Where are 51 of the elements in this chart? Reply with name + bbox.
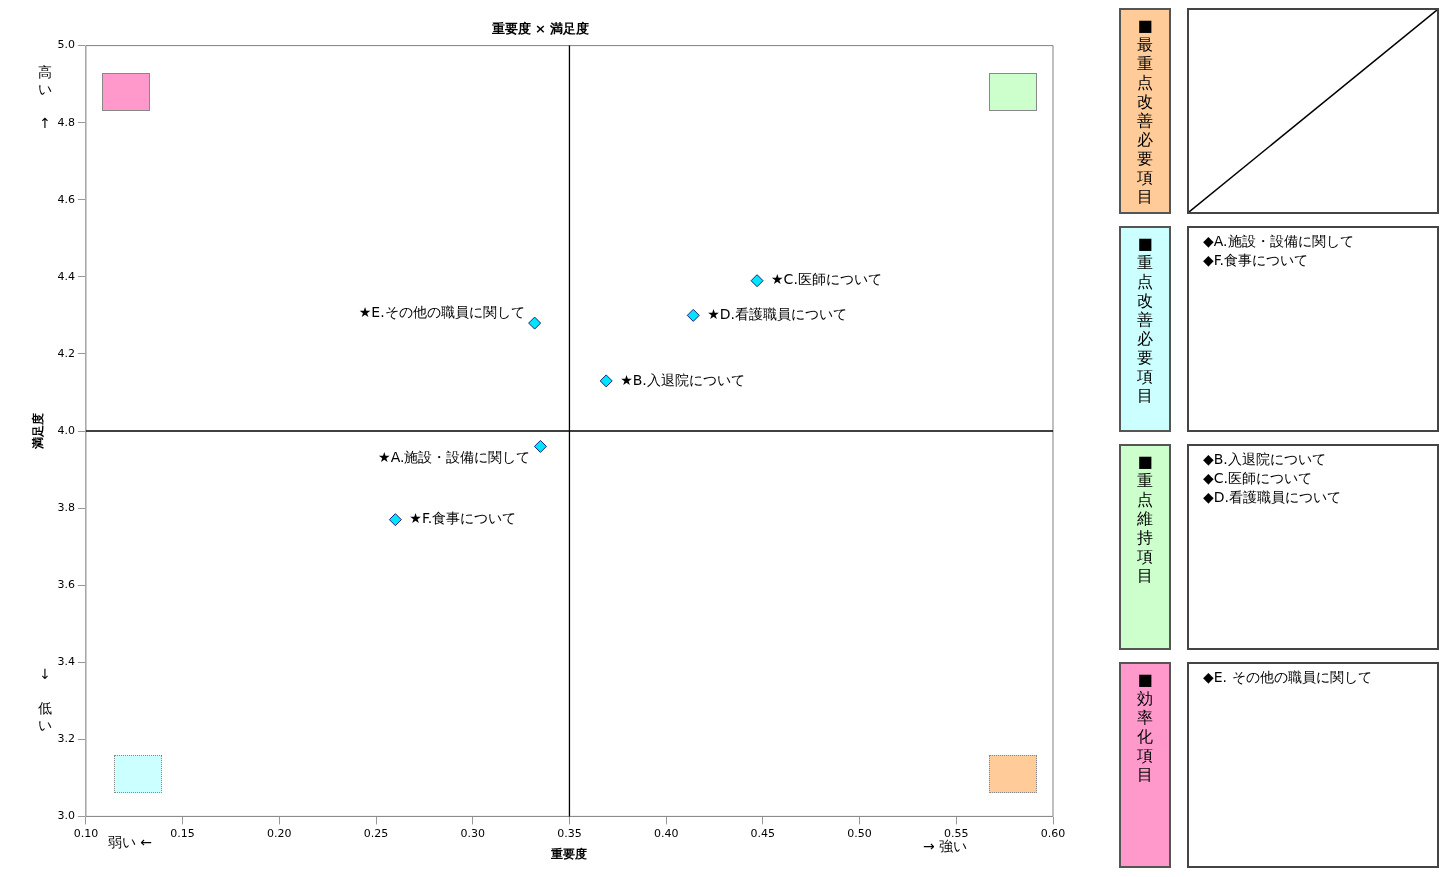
y-tick-label: 3.0 bbox=[57, 809, 75, 823]
point bbox=[599, 374, 613, 388]
text: ◆F.食事について bbox=[1203, 251, 1310, 270]
point bbox=[686, 308, 700, 322]
chart-title: ■最重点改善必要項目 bbox=[1137, 16, 1153, 206]
annotation: ★C.医師について bbox=[771, 271, 882, 288]
text: 弱い ← bbox=[107, 834, 153, 853]
annotation: ★A.施設・設備に関して bbox=[378, 449, 531, 466]
y-tick-label: 4.8 bbox=[57, 115, 75, 129]
y-tick-label: 3.4 bbox=[57, 655, 75, 669]
y-tick-label: 3.2 bbox=[57, 732, 75, 746]
y-tick-label: 4.4 bbox=[57, 269, 75, 283]
y-tick-label: 4.2 bbox=[57, 346, 75, 360]
text: → 強い bbox=[923, 838, 968, 857]
text: ◆D.看護職員について bbox=[1203, 488, 1342, 507]
x-tick-label: 0.40 bbox=[653, 826, 679, 840]
y-axis-title: 満足度 bbox=[31, 413, 46, 450]
text: ◆C.医師について bbox=[1203, 469, 1313, 488]
y-tick-label: 5.0 bbox=[57, 38, 75, 52]
x-tick-label: 0.20 bbox=[267, 826, 292, 840]
x-axis-title: 重要度 bbox=[550, 846, 588, 861]
annotation: ★D.看護職員について bbox=[707, 306, 848, 323]
x-tick-label: 0.60 bbox=[1040, 826, 1066, 840]
x-tick-label: 0.30 bbox=[460, 826, 485, 840]
text: ■重点維持項目 bbox=[1137, 452, 1153, 585]
point bbox=[388, 513, 402, 527]
x-tick-label: 0.35 bbox=[557, 826, 582, 840]
text: ↓ 低い bbox=[38, 666, 52, 734]
y-tick-label: 4.0 bbox=[57, 423, 75, 437]
point bbox=[533, 439, 547, 453]
y-tick-label: 3.6 bbox=[57, 578, 75, 592]
annotation: ★B.入退院について bbox=[620, 371, 745, 388]
text: 高い ↑ bbox=[38, 63, 52, 131]
text: ◆A.施設・設備に関して bbox=[1203, 232, 1355, 251]
chart-title: 重要度 × 満足度 bbox=[490, 21, 590, 37]
point bbox=[750, 274, 764, 288]
x-tick-label: 0.50 bbox=[847, 826, 872, 840]
x-tick-label: 0.25 bbox=[363, 826, 389, 840]
x-tick-label: 0.45 bbox=[750, 826, 776, 840]
x-tick-label: 0.10 bbox=[73, 826, 99, 840]
x-tick-label: 0.55 bbox=[944, 826, 969, 840]
y-tick-label: 3.8 bbox=[57, 500, 75, 514]
point bbox=[528, 316, 542, 330]
annotation: ★F.食事について bbox=[409, 510, 517, 527]
text: ◆B.入退院について bbox=[1203, 450, 1327, 469]
text: ◆E. その他の職員に関して bbox=[1203, 668, 1373, 687]
x-tick-label: 0.15 bbox=[170, 826, 195, 840]
y-tick-label: 4.6 bbox=[57, 192, 75, 206]
annotation: ★E.その他の職員に関して bbox=[358, 303, 525, 320]
chart-title: ■重点改善必要項目 bbox=[1137, 234, 1153, 405]
text: ■効率化項目 bbox=[1137, 670, 1153, 784]
